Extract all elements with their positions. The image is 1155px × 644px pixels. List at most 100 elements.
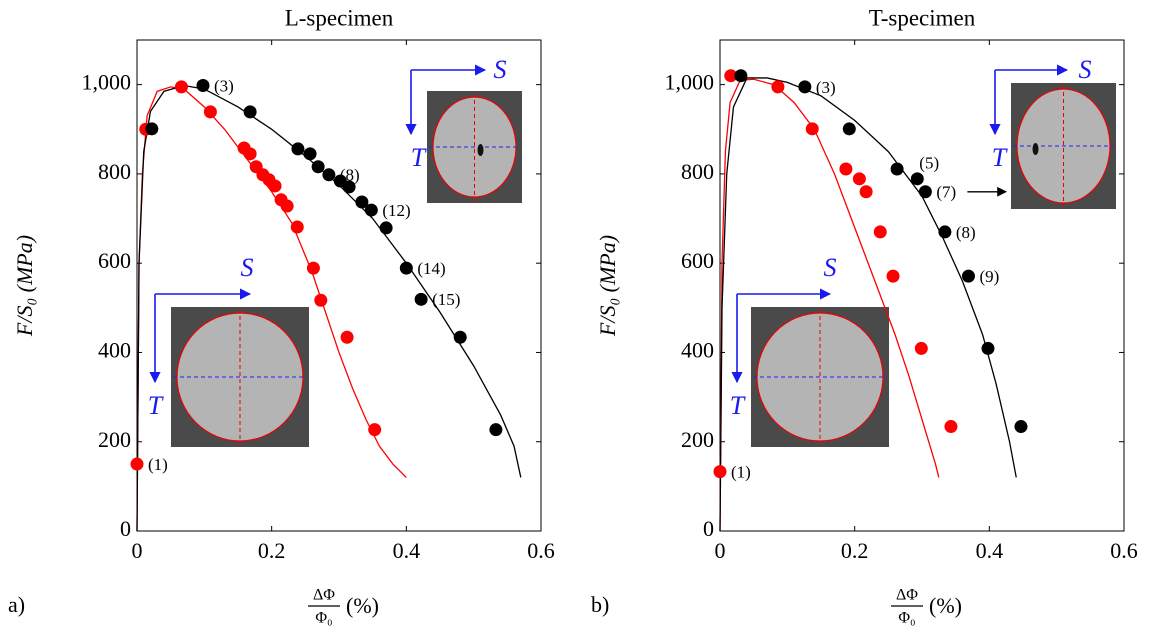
data-point <box>489 423 503 437</box>
data-point <box>1014 420 1028 434</box>
y-tick-label: 1,000 <box>82 70 132 95</box>
x-tick-label: 0 <box>132 538 143 563</box>
x-label-numerator: ΔΦ <box>313 587 335 604</box>
point-label: (7) <box>936 183 956 202</box>
data-point <box>174 80 188 94</box>
y-tick-label: 1,000 <box>665 70 715 95</box>
data-point <box>938 225 952 239</box>
point-label: (15) <box>432 290 460 309</box>
data-point <box>342 180 356 194</box>
y-axis-label: F/S₀ (MPa) <box>12 235 37 337</box>
data-point <box>399 261 413 275</box>
inset-defect <box>1032 143 1039 155</box>
data-point <box>453 330 467 344</box>
data-point <box>280 199 294 213</box>
data-point <box>322 168 336 182</box>
point-label: (1) <box>148 455 168 474</box>
x-tick-label: 0.6 <box>527 538 555 563</box>
data-point <box>910 172 924 186</box>
panel-label: a) <box>8 592 25 617</box>
x-tick-label: 0.2 <box>258 538 286 563</box>
data-point <box>311 160 325 174</box>
y-tick-label: 400 <box>98 338 131 363</box>
data-point <box>414 292 428 306</box>
data-point <box>145 122 159 136</box>
data-point <box>944 420 958 434</box>
y-axis-label: F/S₀ (MPa) <box>595 235 620 337</box>
data-point <box>306 261 320 275</box>
data-point <box>734 69 748 83</box>
curve <box>719 77 1017 532</box>
point-label: (8) <box>956 223 976 242</box>
point-label: (12) <box>382 201 410 220</box>
data-point <box>713 465 727 479</box>
inset-t-label: T <box>730 391 746 420</box>
x-tick-label: 0.4 <box>393 538 421 563</box>
y-tick-label: 800 <box>681 159 714 184</box>
point-label: (5) <box>919 154 939 173</box>
plot-frame <box>136 39 542 532</box>
plot-frame <box>719 39 1125 532</box>
chart-title: T-specimen <box>869 5 976 30</box>
y-tick-label: 600 <box>98 248 131 273</box>
y-tick-label: 200 <box>98 427 131 452</box>
data-point <box>340 330 354 344</box>
data-point <box>303 147 317 161</box>
data-point <box>368 423 382 437</box>
inset-t-label: T <box>992 143 1008 172</box>
data-point <box>243 147 257 161</box>
chart-title: L-specimen <box>285 5 394 30</box>
x-label-numerator: ΔΦ <box>896 587 918 604</box>
data-point <box>130 457 144 471</box>
data-point <box>873 225 887 239</box>
data-point <box>196 79 210 93</box>
point-label: (3) <box>816 78 836 97</box>
y-tick-label: 0 <box>120 516 131 541</box>
data-point <box>805 122 819 136</box>
x-tick-label: 0.4 <box>976 538 1004 563</box>
point-label: (3) <box>214 76 234 95</box>
data-point <box>771 80 785 94</box>
data-point <box>890 162 904 176</box>
inset-s-label: S <box>824 253 837 282</box>
data-point <box>355 195 369 209</box>
x-label-unit: (%) <box>929 593 962 618</box>
y-tick-label: 200 <box>681 427 714 452</box>
y-tick-label: 800 <box>98 159 131 184</box>
point-label: (14) <box>417 259 445 278</box>
x-tick-label: 0 <box>715 538 726 563</box>
inset-s-label: S <box>494 55 507 84</box>
data-point <box>364 203 378 217</box>
data-point <box>852 172 866 186</box>
x-tick-label: 0.2 <box>841 538 869 563</box>
point-label: (9) <box>979 267 999 286</box>
data-point <box>314 293 328 307</box>
data-point <box>290 220 304 234</box>
data-point <box>842 122 856 136</box>
inset-t-label: T <box>148 391 164 420</box>
inset-t-label: T <box>411 143 427 172</box>
x-label-denominator: Φ₀ <box>898 610 915 627</box>
x-label-unit: (%) <box>346 593 379 618</box>
data-point <box>203 105 217 119</box>
y-tick-label: 600 <box>681 248 714 273</box>
data-point <box>859 185 873 199</box>
data-point <box>839 162 853 176</box>
inset-s-label: S <box>1079 55 1092 84</box>
data-point <box>291 142 305 156</box>
y-tick-label: 0 <box>703 516 714 541</box>
data-point <box>918 185 932 199</box>
curve <box>136 84 522 532</box>
data-point <box>724 69 738 83</box>
data-point <box>243 105 257 119</box>
x-tick-label: 0.6 <box>1110 538 1138 563</box>
data-point <box>914 341 928 355</box>
curve <box>719 78 940 532</box>
data-point <box>961 269 975 283</box>
data-point <box>798 80 812 94</box>
inset-defect <box>477 144 484 156</box>
y-tick-label: 400 <box>681 338 714 363</box>
inset-s-label: S <box>241 253 254 282</box>
x-label-denominator: Φ₀ <box>315 610 332 627</box>
